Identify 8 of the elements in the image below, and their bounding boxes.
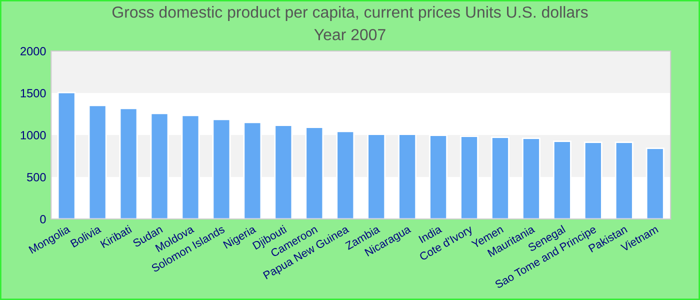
y-tick-label: 2000 [20, 47, 46, 56]
y-tick-label: 1500 [20, 89, 46, 98]
x-tick-label: India [418, 224, 442, 244]
y-tick-label: 1000 [20, 131, 46, 140]
y-tick-label: 0 [40, 215, 46, 224]
chart-subtitle: Year 2007 [314, 28, 386, 40]
chart-title: Gross domestic product per capita, current prices Units U.S. dollars [112, 6, 588, 21]
y-tick-label: 500 [27, 173, 46, 182]
